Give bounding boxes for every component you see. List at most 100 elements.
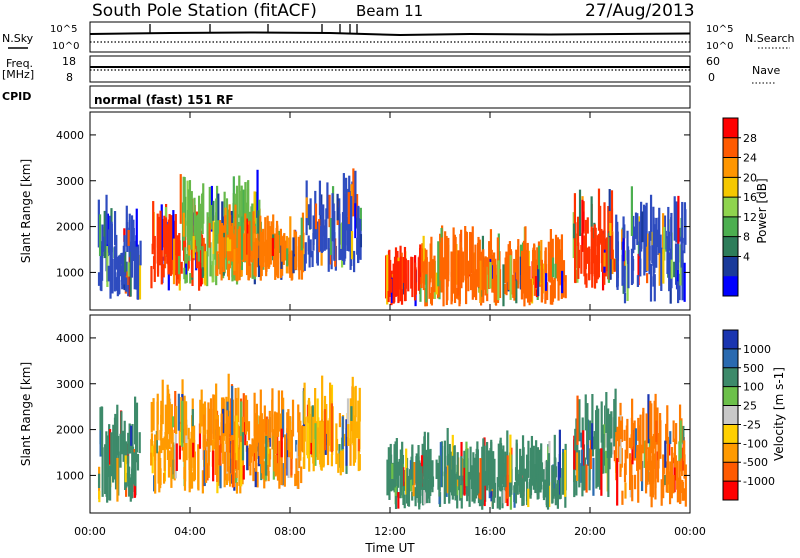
data-cell bbox=[184, 401, 188, 436]
data-cell bbox=[527, 267, 530, 303]
data-cell bbox=[252, 440, 255, 482]
colorbar-tick-label: 16 bbox=[743, 191, 757, 204]
data-cell bbox=[236, 214, 239, 240]
data-cell bbox=[636, 444, 639, 468]
data-cell bbox=[121, 256, 124, 284]
data-cell bbox=[116, 256, 119, 297]
data-cell bbox=[181, 400, 184, 447]
data-cell bbox=[220, 413, 223, 444]
data-cell bbox=[245, 254, 249, 276]
data-cell bbox=[116, 435, 120, 456]
data-cell bbox=[235, 482, 239, 494]
data-cell bbox=[481, 250, 484, 291]
data-cell bbox=[239, 210, 242, 238]
data-cell bbox=[309, 442, 313, 455]
data-cell bbox=[120, 411, 123, 455]
data-cell bbox=[248, 444, 251, 466]
data-cell bbox=[105, 194, 108, 245]
data-cell bbox=[213, 394, 216, 430]
data-cell bbox=[212, 394, 215, 440]
data-cell bbox=[672, 420, 675, 443]
data-cell bbox=[473, 271, 476, 284]
data-cell bbox=[543, 479, 546, 491]
data-cell bbox=[497, 443, 500, 488]
data-cell bbox=[138, 432, 141, 454]
data-cell bbox=[273, 248, 276, 265]
data-cell bbox=[651, 468, 655, 482]
data-cell bbox=[465, 231, 468, 278]
data-cell bbox=[321, 207, 324, 252]
data-cell bbox=[586, 247, 589, 264]
data-cell bbox=[127, 432, 130, 455]
data-cell bbox=[679, 478, 682, 504]
data-cell bbox=[217, 426, 221, 441]
power-colorbar-label: Power [dB] bbox=[755, 178, 769, 243]
data-cell bbox=[158, 445, 161, 469]
nsky-label: N.Sky bbox=[2, 32, 34, 45]
data-cell bbox=[226, 237, 229, 252]
data-cell bbox=[290, 430, 293, 459]
data-cell bbox=[445, 273, 448, 306]
data-cell bbox=[621, 490, 624, 505]
data-cell bbox=[572, 223, 576, 239]
data-cell bbox=[350, 231, 354, 260]
freq-tick-bottom: 8 bbox=[66, 71, 73, 84]
data-cell bbox=[280, 428, 283, 458]
data-cell bbox=[475, 289, 478, 301]
data-cell bbox=[179, 424, 182, 446]
data-cell bbox=[644, 205, 647, 247]
data-cell bbox=[135, 443, 138, 463]
data-cell bbox=[664, 474, 667, 486]
data-cell bbox=[163, 436, 166, 472]
data-cell bbox=[242, 393, 245, 435]
data-cell bbox=[190, 472, 194, 489]
data-cell bbox=[603, 451, 606, 466]
data-cell bbox=[394, 247, 398, 289]
data-cell bbox=[558, 239, 561, 286]
data-cell bbox=[299, 420, 302, 461]
data-cell bbox=[222, 408, 225, 434]
data-cell bbox=[294, 231, 298, 271]
data-cell bbox=[294, 473, 297, 487]
data-cell bbox=[259, 215, 262, 250]
data-cell bbox=[158, 230, 162, 266]
data-cell bbox=[222, 438, 225, 464]
data-cell bbox=[112, 424, 115, 472]
x-tick-label: 12:00 bbox=[374, 525, 406, 538]
data-cell bbox=[590, 229, 593, 275]
data-cell bbox=[322, 455, 325, 468]
data-cell bbox=[225, 198, 229, 225]
data-cell bbox=[506, 430, 509, 479]
data-cell bbox=[193, 451, 197, 480]
data-cell bbox=[248, 220, 251, 266]
data-cell bbox=[327, 238, 330, 272]
colorbar-tick-label: 500 bbox=[743, 362, 764, 375]
data-cell bbox=[160, 204, 163, 251]
data-cell bbox=[598, 454, 602, 490]
data-cell bbox=[215, 198, 218, 236]
data-cell bbox=[177, 256, 181, 275]
data-cell bbox=[618, 416, 621, 447]
data-cell bbox=[283, 468, 286, 487]
data-cell bbox=[216, 251, 219, 276]
data-cell bbox=[429, 243, 432, 274]
data-cell bbox=[662, 213, 665, 255]
data-cell bbox=[458, 475, 461, 491]
data-cell bbox=[466, 264, 469, 279]
data-cell bbox=[160, 414, 163, 454]
data-cell bbox=[641, 211, 644, 243]
data-cell bbox=[670, 275, 673, 289]
data-cell bbox=[637, 417, 640, 441]
data-cell bbox=[228, 437, 231, 483]
data-cell bbox=[124, 251, 127, 273]
data-cell bbox=[670, 217, 673, 260]
data-cell bbox=[564, 449, 567, 497]
data-cell bbox=[683, 440, 686, 461]
data-cell bbox=[454, 473, 457, 501]
data-cell bbox=[201, 470, 204, 494]
power-data-layer bbox=[97, 168, 687, 307]
data-cell bbox=[130, 215, 134, 252]
data-cell bbox=[557, 461, 560, 495]
data-cell bbox=[649, 455, 652, 497]
data-cell bbox=[101, 447, 104, 497]
